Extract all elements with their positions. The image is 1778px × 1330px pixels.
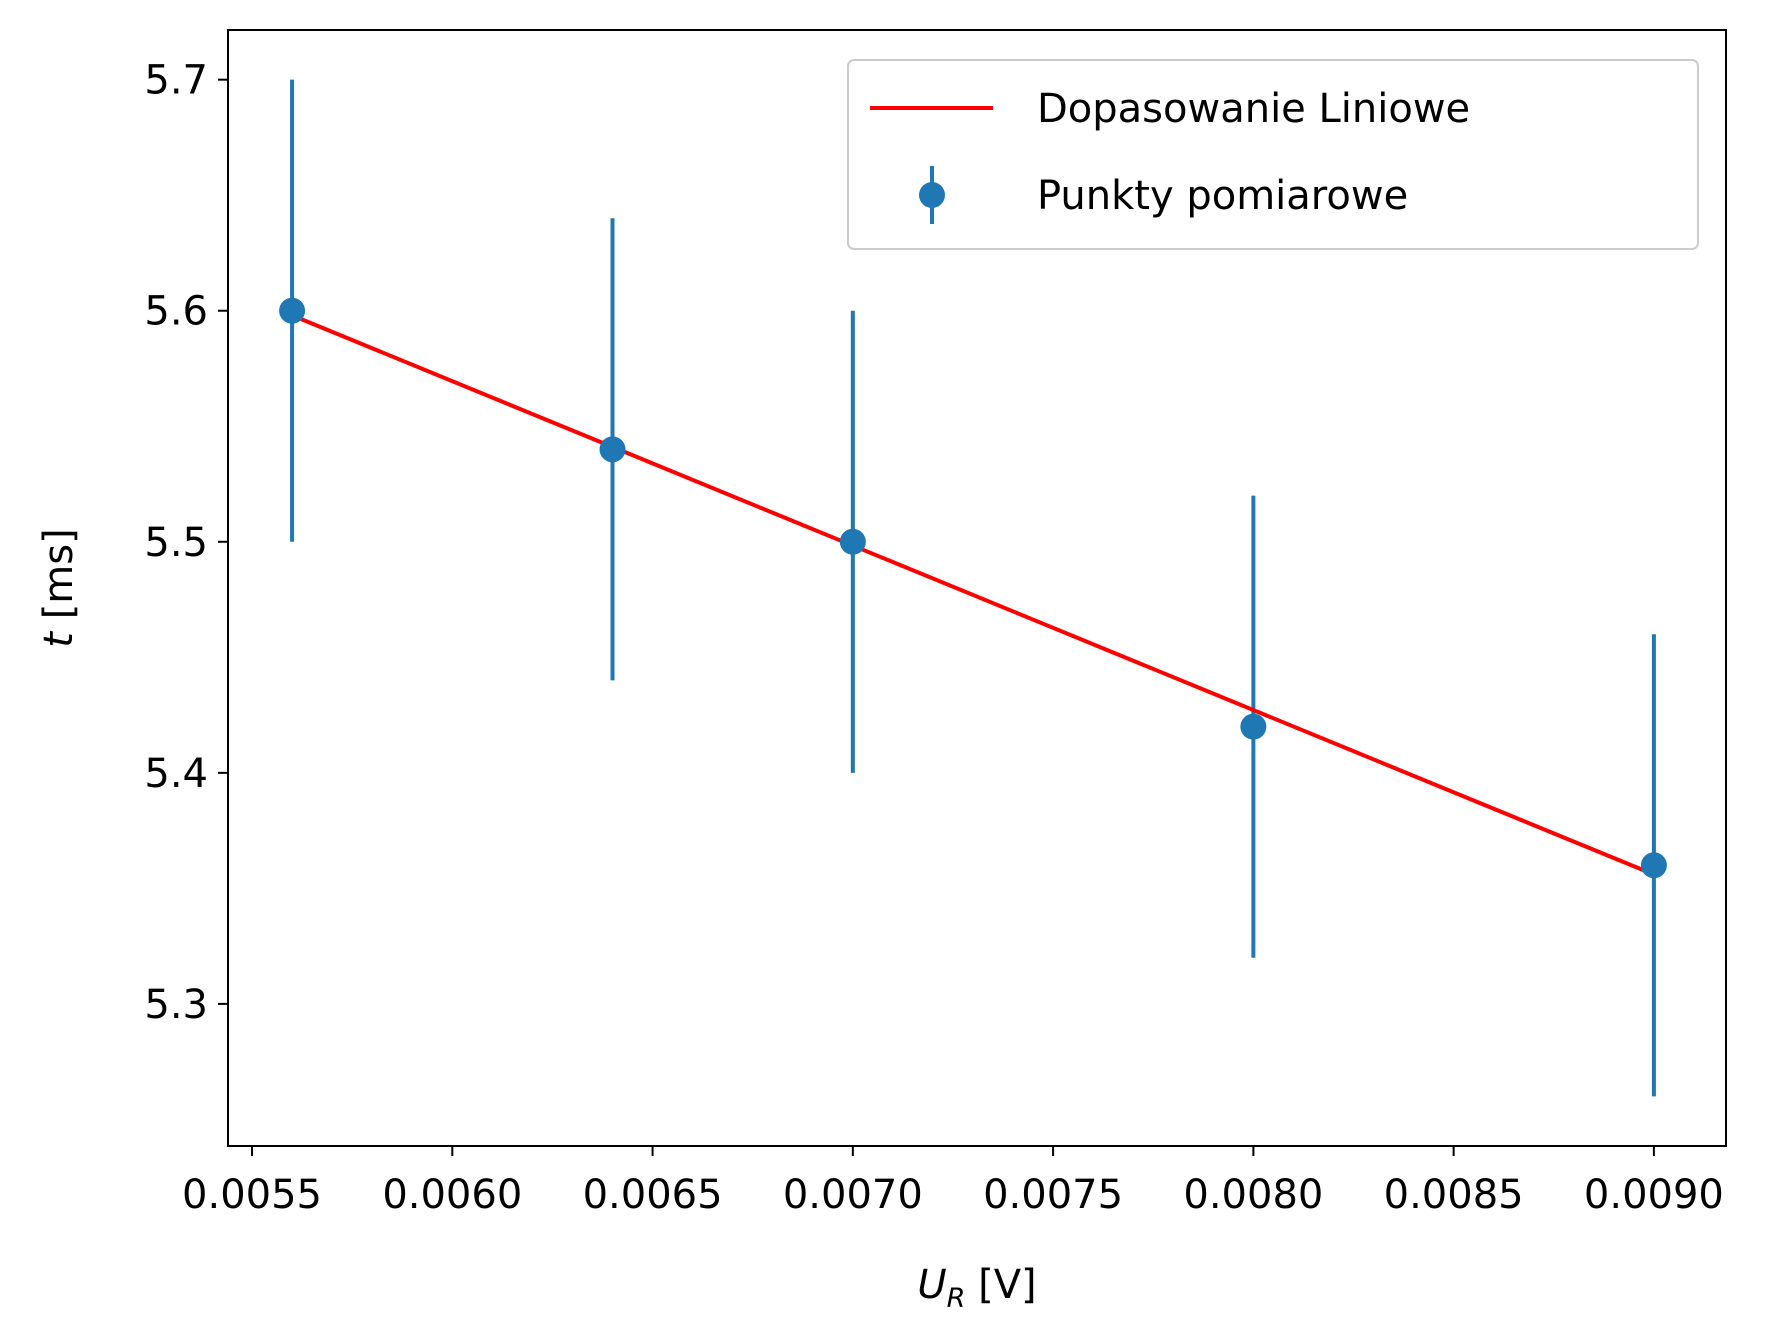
data-point [1240,713,1267,740]
legend-label-points: Punkty pomiarowe [1037,173,1408,219]
x-axis-label-unit: [V] [965,1262,1036,1308]
legend: Dopasowanie Liniowe Punkty pomiarowe [847,59,1699,250]
y-axis-label-symbol: t [36,631,82,648]
x-tick-label: 0.0070 [783,1172,923,1218]
x-axis-label: UR [V] [917,1262,1036,1314]
axes-frame [227,29,1727,1147]
data-point [839,528,866,555]
x-tick-label: 0.0080 [1183,1172,1323,1218]
data-point [1640,852,1667,879]
y-axis-label: t [ms] [36,528,82,647]
x-tick-label: 0.0055 [182,1172,322,1218]
x-tick-label: 0.0060 [382,1172,522,1218]
legend-marker-swatch [919,182,945,208]
x-axis-label-subscript: R [947,1283,966,1314]
y-tick-label: 5.5 [144,520,208,566]
y-tick-label: 5.7 [144,58,208,104]
y-tick-label: 5.3 [144,982,208,1028]
x-tick-label: 0.0085 [1384,1172,1524,1218]
data-point [279,297,306,324]
x-tick-label: 0.0075 [983,1172,1123,1218]
legend-label-fit: Dopasowanie Liniowe [1037,86,1470,132]
y-axis: 5.3 5.4 5.5 5.6 5.7 [144,58,228,1028]
plot-area [279,79,1667,1097]
x-tick-label: 0.0065 [583,1172,723,1218]
y-tick-label: 5.6 [144,289,208,335]
x-axis: 0.0055 0.0060 0.0065 0.0070 0.0075 0.0080 0.00… [182,1146,1724,1218]
legend-box [847,59,1699,250]
fit-line [291,313,1655,877]
x-tick-label: 0.0090 [1584,1172,1724,1218]
y-axis-label-unit: [ms] [36,528,82,632]
data-point [599,436,626,463]
x-axis-label-symbol: U [917,1262,946,1308]
y-tick-label: 5.4 [144,751,208,797]
